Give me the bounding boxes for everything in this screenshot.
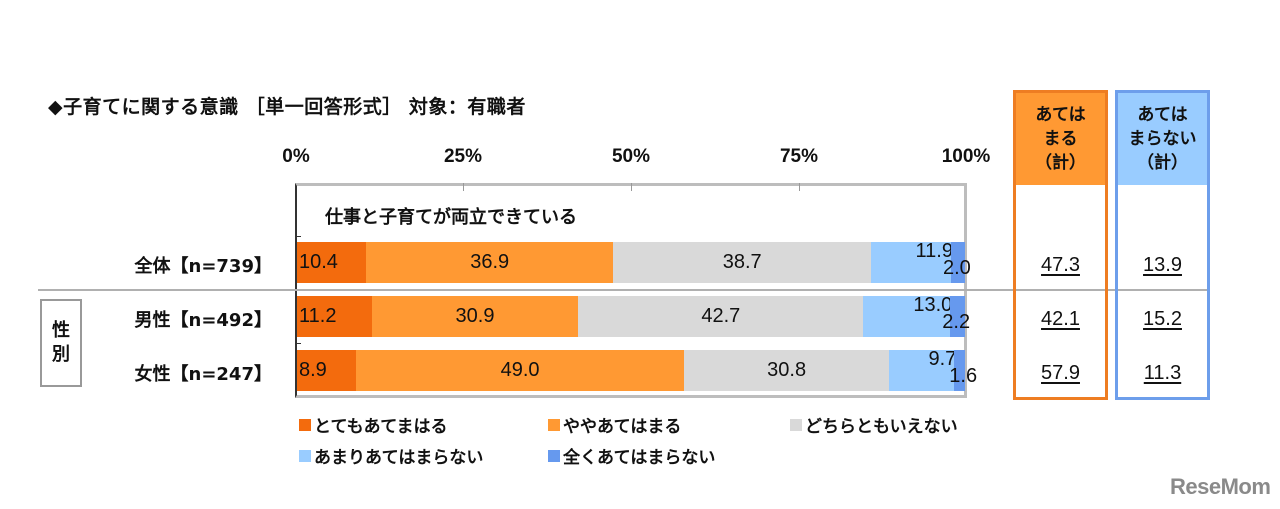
legend-item: とてもあてまはる — [299, 412, 447, 437]
gender-group-label: 性 別 — [40, 299, 82, 387]
bar-segment-somewhat-applies: 49.0 — [356, 350, 684, 391]
bar-segment-neutral: 42.7 — [578, 296, 864, 337]
bar-segment-not-at-all: 2.2 — [942, 296, 970, 337]
grid-tick — [799, 183, 800, 191]
y-tick — [295, 343, 301, 344]
legend-item: 全くあてはまらない — [548, 443, 715, 468]
legend-swatch-icon — [790, 418, 802, 431]
header-line: あては — [1035, 105, 1086, 125]
bar-segment-not-much: 11.9 — [871, 240, 953, 283]
row-label-total: 全体【n=739】 — [134, 256, 272, 277]
applies-total-header: あては まる （計） — [1016, 93, 1105, 185]
row-separator — [38, 289, 1210, 291]
legend-item: どちらともいえない — [790, 412, 958, 437]
legend-swatch-icon — [299, 418, 311, 431]
legend-swatch-icon — [548, 418, 560, 431]
not-applies-total-column: あては まらない （計） 13.9 15.2 11.3 — [1115, 90, 1210, 400]
bar-segment-neutral: 38.7 — [612, 242, 872, 283]
not-applies-total-header: あては まらない （計） — [1118, 93, 1207, 185]
legend-item: あまりあてはまらない — [299, 443, 483, 468]
bar-segment-very-applies: 10.4 — [297, 242, 367, 283]
chart-title: ◆子育てに関する意識 ［単一回答形式］ 対象：有職者 — [48, 96, 526, 118]
bar-segment-very-applies: 11.2 — [297, 296, 372, 337]
bar-row-female: 8.9 49.0 30.8 9.7 1.6 — [297, 348, 977, 391]
applies-total-column: あては まる （計） 47.3 42.1 57.9 — [1013, 90, 1108, 400]
bar-segment-not-at-all: 2.0 — [943, 242, 971, 283]
x-tick-75: 75% — [779, 146, 819, 167]
bar-row-total: 10.4 36.9 38.7 11.9 2.0 — [297, 240, 971, 283]
not-applies-total-value: 15.2 — [1143, 308, 1182, 330]
bar-segment-not-much: 9.7 — [889, 348, 956, 391]
not-applies-total-value: 11.3 — [1143, 362, 1182, 384]
y-tick — [295, 236, 301, 237]
bar-segment-somewhat-applies: 30.9 — [371, 296, 579, 337]
x-tick-100: 100% — [941, 146, 991, 167]
row-label-female: 女性【n=247】 — [134, 364, 272, 385]
resemom-logo: ReseMom — [1170, 474, 1271, 499]
x-tick-0: 0% — [282, 146, 310, 167]
x-tick-50: 50% — [611, 146, 651, 167]
header-line: まらない — [1128, 129, 1197, 149]
header-line: （計） — [1035, 153, 1086, 173]
group-label-line: 別 — [52, 344, 70, 365]
group-label-line: 性 — [52, 320, 70, 341]
not-applies-total-value: 13.9 — [1143, 254, 1182, 276]
applies-total-value: 42.1 — [1041, 308, 1080, 330]
bar-row-male: 11.2 30.9 42.7 13.0 2.2 — [297, 294, 970, 337]
row-label-male: 男性【n=492】 — [134, 310, 272, 331]
applies-total-value: 47.3 — [1041, 254, 1080, 276]
header-line: まる — [1043, 129, 1078, 149]
grid-tick — [631, 183, 632, 191]
header-line: あては — [1137, 105, 1188, 125]
legend-swatch-icon — [299, 449, 311, 462]
legend-swatch-icon — [548, 449, 560, 462]
grid-tick — [463, 183, 464, 191]
x-tick-25: 25% — [443, 146, 483, 167]
chart-subtitle: 仕事と子育てが両立できている — [325, 207, 577, 228]
bar-segment-not-at-all: 1.6 — [949, 350, 977, 391]
applies-total-value: 57.9 — [1041, 362, 1080, 384]
bar-segment-neutral: 30.8 — [683, 350, 890, 391]
legend-item: ややあてはまる — [548, 412, 681, 437]
bar-segment-not-much: 13.0 — [863, 294, 952, 337]
header-line: （計） — [1137, 153, 1188, 173]
bar-segment-somewhat-applies: 36.9 — [366, 242, 613, 283]
bar-segment-very-applies: 8.9 — [297, 350, 357, 391]
